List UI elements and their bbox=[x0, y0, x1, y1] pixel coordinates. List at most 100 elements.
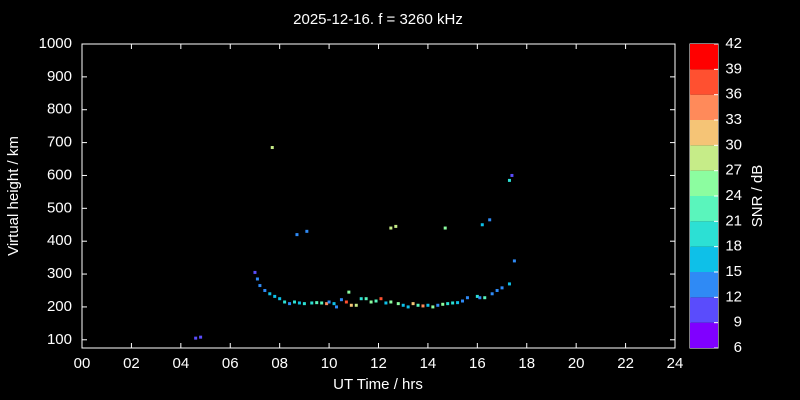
y-tick-label: 200 bbox=[47, 298, 72, 315]
y-tick-label: 900 bbox=[47, 68, 72, 85]
data-point bbox=[379, 297, 383, 301]
data-point bbox=[302, 302, 306, 306]
data-point bbox=[374, 299, 378, 303]
data-point bbox=[332, 302, 336, 306]
data-point bbox=[475, 294, 479, 298]
x-tick-label: 08 bbox=[271, 355, 288, 372]
y-tick-label: 800 bbox=[47, 101, 72, 118]
colorbar-segment bbox=[690, 297, 718, 323]
data-point bbox=[295, 233, 299, 237]
y-tick-label: 600 bbox=[47, 166, 72, 183]
data-point bbox=[255, 277, 259, 281]
x-tick-label: 14 bbox=[420, 355, 437, 372]
x-tick-label: 10 bbox=[321, 355, 338, 372]
colorbar-tick-label: 27 bbox=[725, 162, 742, 179]
colorbar-label: SNR / dB bbox=[749, 165, 766, 228]
data-point bbox=[416, 303, 420, 307]
y-tick-label: 100 bbox=[47, 331, 72, 348]
data-point bbox=[268, 292, 272, 296]
data-point bbox=[334, 305, 338, 309]
data-point bbox=[401, 303, 405, 307]
y-tick-label: 400 bbox=[47, 232, 72, 249]
data-point bbox=[288, 302, 292, 306]
data-point bbox=[495, 288, 499, 292]
colorbar-tick-label: 39 bbox=[725, 60, 742, 77]
data-point bbox=[507, 282, 511, 286]
x-axis-label: UT Time / hrs bbox=[333, 376, 423, 393]
data-point bbox=[512, 259, 516, 263]
data-point bbox=[339, 298, 343, 302]
x-tick-label: 12 bbox=[370, 355, 387, 372]
x-tick-label: 04 bbox=[172, 355, 189, 372]
data-point bbox=[310, 301, 314, 305]
colorbar-tick-label: 42 bbox=[725, 35, 742, 52]
data-point bbox=[396, 302, 400, 306]
data-point bbox=[478, 296, 482, 300]
colorbar-tick-label: 36 bbox=[725, 86, 742, 103]
x-tick-label: 22 bbox=[617, 355, 634, 372]
y-tick-label: 300 bbox=[47, 265, 72, 282]
colorbar-segment bbox=[690, 272, 718, 298]
data-point bbox=[451, 301, 455, 305]
data-point bbox=[406, 305, 410, 309]
data-point bbox=[480, 223, 484, 227]
data-point bbox=[461, 299, 465, 303]
data-point bbox=[305, 229, 309, 233]
x-tick-label: 00 bbox=[74, 355, 91, 372]
colorbar-tick-label: 9 bbox=[734, 314, 742, 331]
data-point bbox=[344, 300, 348, 304]
colorbar-tick-label: 12 bbox=[725, 288, 742, 305]
data-point bbox=[507, 178, 511, 182]
data-point bbox=[315, 301, 319, 305]
data-point bbox=[483, 296, 487, 300]
data-point bbox=[194, 336, 198, 340]
x-tick-label: 18 bbox=[518, 355, 535, 372]
colorbar-segment bbox=[690, 94, 718, 120]
data-point bbox=[384, 301, 388, 305]
x-tick-label: 06 bbox=[222, 355, 239, 372]
data-point bbox=[446, 302, 450, 306]
data-point bbox=[354, 303, 358, 307]
data-point bbox=[510, 173, 514, 177]
colorbar-tick-label: 18 bbox=[725, 238, 742, 255]
data-point bbox=[394, 224, 398, 228]
data-point bbox=[359, 297, 363, 301]
data-point bbox=[297, 301, 301, 305]
x-tick-label: 20 bbox=[568, 355, 585, 372]
colorbar-tick-label: 6 bbox=[734, 339, 742, 356]
data-point bbox=[253, 270, 257, 274]
colorbar-segment bbox=[690, 196, 718, 222]
data-point bbox=[389, 300, 393, 304]
data-point bbox=[292, 300, 296, 304]
colorbar-segment bbox=[690, 170, 718, 196]
colorbar-segment bbox=[690, 322, 718, 348]
data-point bbox=[389, 226, 393, 230]
data-point bbox=[364, 297, 368, 301]
data-point bbox=[273, 294, 277, 298]
colorbar-tick-label: 30 bbox=[725, 136, 742, 153]
chart-title: 2025-12-16. f = 3260 kHz bbox=[293, 11, 463, 28]
y-axis-label: Virtual height / km bbox=[5, 136, 22, 256]
data-point bbox=[500, 286, 504, 290]
data-point bbox=[465, 296, 469, 300]
data-point bbox=[283, 300, 287, 304]
data-point bbox=[325, 302, 329, 306]
y-tick-label: 500 bbox=[47, 199, 72, 216]
colorbar-tick-label: 21 bbox=[725, 212, 742, 229]
data-point bbox=[347, 290, 351, 294]
x-tick-label: 24 bbox=[667, 355, 684, 372]
colorbar-tick-label: 15 bbox=[725, 263, 742, 280]
data-point bbox=[270, 146, 274, 150]
data-point bbox=[441, 302, 445, 306]
data-point bbox=[456, 301, 460, 305]
data-point bbox=[490, 292, 494, 296]
data-point bbox=[431, 305, 435, 309]
data-point bbox=[263, 288, 267, 292]
data-point bbox=[278, 297, 282, 301]
colorbar-tick-label: 33 bbox=[725, 111, 742, 128]
y-tick-label: 1000 bbox=[39, 35, 72, 52]
data-point bbox=[258, 284, 262, 288]
data-point bbox=[369, 300, 373, 304]
data-point bbox=[421, 304, 425, 308]
